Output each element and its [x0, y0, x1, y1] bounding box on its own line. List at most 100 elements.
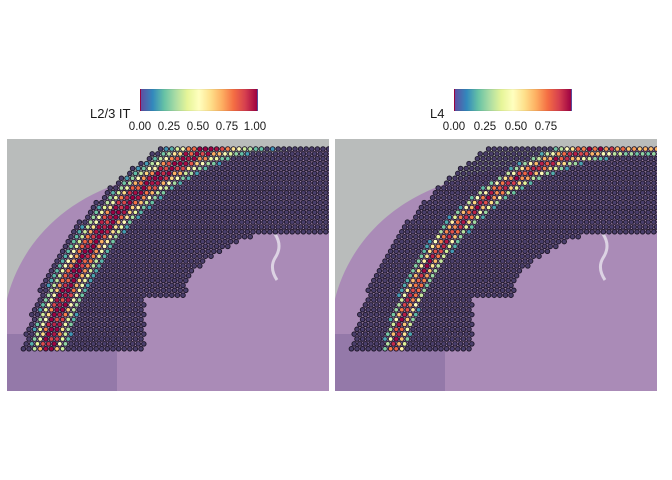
- spot: [581, 146, 587, 152]
- spot: [275, 194, 281, 201]
- spot: [625, 185, 632, 191]
- spot: [152, 282, 158, 289]
- spot: [177, 190, 183, 196]
- spot: [536, 204, 542, 211]
- spot: [404, 346, 411, 352]
- spot: [471, 248, 478, 255]
- spot: [141, 204, 147, 211]
- spot: [104, 238, 111, 245]
- spot: [79, 321, 85, 328]
- spot: [446, 253, 453, 259]
- spot: [191, 175, 197, 181]
- spot: [73, 263, 80, 269]
- legend-title-l4: L4: [430, 106, 445, 121]
- spot: [578, 190, 584, 196]
- spot: [522, 219, 528, 225]
- spot: [124, 214, 130, 220]
- spot: [396, 331, 402, 337]
- spot: [463, 194, 469, 201]
- spot: [421, 346, 427, 352]
- spot: [107, 272, 113, 279]
- spot: [71, 316, 77, 323]
- spot: [239, 229, 245, 235]
- spot: [379, 292, 385, 298]
- spot: [623, 180, 629, 186]
- spot: [424, 214, 430, 220]
- spot: [227, 170, 234, 177]
- spot: [110, 238, 116, 245]
- spot: [429, 321, 436, 328]
- spot: [135, 204, 141, 211]
- spot: [469, 282, 475, 289]
- spot: [155, 209, 161, 216]
- spot: [68, 233, 74, 240]
- spot: [85, 292, 91, 298]
- spot: [457, 165, 464, 172]
- spot: [104, 316, 111, 323]
- spot: [183, 209, 189, 216]
- spot: [653, 194, 657, 201]
- spot: [460, 199, 467, 206]
- spot: [314, 155, 321, 162]
- spot: [143, 229, 150, 235]
- spot: [141, 263, 147, 269]
- spot: [82, 219, 88, 225]
- spot: [199, 229, 206, 235]
- spot: [155, 199, 161, 206]
- spot: [306, 151, 312, 157]
- spot: [37, 287, 43, 294]
- spot: [438, 277, 444, 284]
- spot: [634, 209, 640, 216]
- spot: [502, 233, 509, 240]
- spot: [631, 165, 637, 172]
- spot: [583, 151, 590, 157]
- spot: [611, 209, 618, 216]
- spot: [230, 204, 237, 211]
- spot: [160, 209, 167, 216]
- spot: [438, 287, 444, 294]
- tick-label: 0.75: [215, 121, 239, 133]
- spot: [233, 219, 239, 225]
- spot: [522, 258, 528, 264]
- spot: [611, 170, 618, 177]
- spot: [124, 282, 130, 289]
- spot: [241, 224, 248, 230]
- spot: [76, 229, 83, 235]
- spot: [143, 238, 150, 245]
- spot: [625, 146, 632, 152]
- spot: [185, 214, 192, 220]
- spot: [155, 277, 161, 284]
- spot: [289, 209, 295, 216]
- spot: [311, 170, 318, 177]
- spot: [597, 204, 604, 211]
- spot: [230, 224, 237, 230]
- spot: [606, 190, 612, 196]
- spot: [435, 214, 441, 220]
- spot: [149, 277, 155, 284]
- spot: [508, 253, 514, 259]
- spot: [275, 185, 281, 191]
- spot: [45, 282, 52, 289]
- spot: [300, 160, 307, 167]
- spot: [188, 219, 195, 225]
- spot: [427, 346, 433, 352]
- spot: [553, 155, 559, 162]
- spot: [555, 170, 562, 177]
- spot: [115, 297, 122, 303]
- spot: [536, 224, 542, 230]
- spot: [124, 224, 130, 230]
- spot: [241, 175, 248, 181]
- spot: [239, 199, 245, 206]
- spot: [609, 185, 615, 191]
- spot: [586, 214, 593, 220]
- spot: [558, 146, 565, 152]
- spot: [455, 287, 461, 294]
- spot: [289, 199, 295, 206]
- spot: [29, 311, 35, 318]
- spot: [132, 248, 139, 255]
- spot: [96, 204, 102, 211]
- spot: [309, 146, 315, 152]
- spot: [272, 160, 279, 167]
- spot: [413, 321, 419, 328]
- spot: [283, 199, 290, 206]
